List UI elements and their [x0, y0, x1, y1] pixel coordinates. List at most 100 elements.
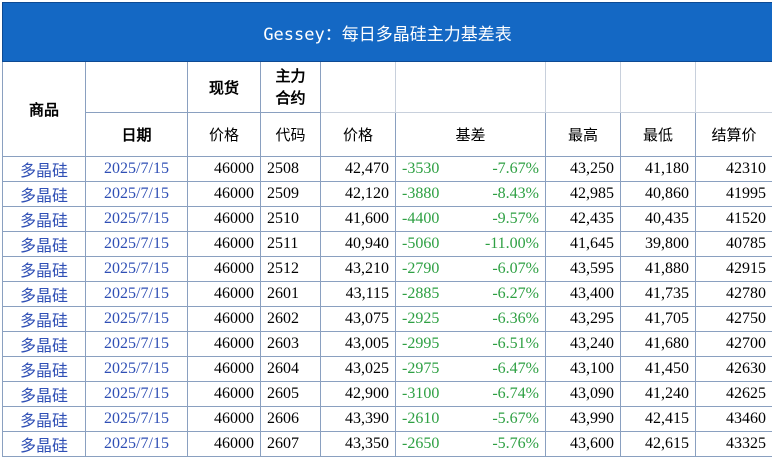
- settle-cell: 43460: [694, 406, 772, 432]
- low-cell: 41,240: [620, 381, 696, 407]
- spot-price-cell: 46000: [187, 381, 261, 407]
- high-cell: 43,250: [545, 156, 621, 182]
- low-cell: 42,415: [620, 406, 696, 432]
- date-cell: 2025/7/15: [85, 181, 188, 207]
- date-cell: 2025/7/15: [85, 331, 188, 357]
- table-row: 多晶硅 2025/7/15 46000 2605 42,900 -3100 -6.74% 43…: [2, 381, 772, 407]
- price-cell: 40,940: [320, 231, 396, 257]
- spot-price-cell: 46000: [187, 306, 261, 332]
- table-row: 多晶硅 2025/7/15 46000 2509 42,120 -3880 -8.43% 42…: [2, 181, 772, 207]
- date-cell: 2025/7/15: [85, 356, 188, 382]
- low-cell: 41,180: [620, 156, 696, 182]
- high-cell: 43,090: [545, 381, 621, 407]
- basis-pct-cell: -6.07%: [460, 256, 546, 282]
- product-cell: 多晶硅: [2, 406, 86, 432]
- settle-cell: 41995: [694, 181, 772, 207]
- price-cell: 43,115: [320, 281, 396, 307]
- settle-cell: 42700: [694, 331, 772, 357]
- header-cell: 代码: [260, 112, 321, 157]
- spot-price-cell: 46000: [187, 156, 261, 182]
- table-row: 多晶硅 2025/7/15 46000 2606 43,390 -2610 -5.67% 43…: [2, 406, 772, 432]
- product-cell: 多晶硅: [2, 381, 86, 407]
- low-cell: 41,735: [620, 281, 696, 307]
- high-cell: 43,100: [545, 356, 621, 382]
- low-cell: 40,435: [620, 206, 696, 232]
- contract-code-cell: 2603: [260, 331, 321, 357]
- price-cell: 43,025: [320, 356, 396, 382]
- price-cell: 43,075: [320, 306, 396, 332]
- basis-cell: -2790: [395, 256, 461, 282]
- contract-code-cell: 2508: [260, 156, 321, 182]
- basis-cell: -2650: [395, 431, 461, 457]
- basis-cell: -2885: [395, 281, 461, 307]
- spot-price-cell: 46000: [187, 431, 261, 457]
- price-cell: 43,350: [320, 431, 396, 457]
- date-cell: 2025/7/15: [85, 306, 188, 332]
- spot-price-cell: 46000: [187, 356, 261, 382]
- basis-pct-cell: -6.27%: [460, 281, 546, 307]
- header-cell: 基差: [395, 112, 546, 157]
- spot-price-cell: 46000: [187, 281, 261, 307]
- settle-cell: 42630: [694, 356, 772, 382]
- spot-price-cell: 46000: [187, 231, 261, 257]
- date-cell: 2025/7/15: [85, 381, 188, 407]
- header-cell: 商品: [2, 61, 86, 157]
- contract-code-cell: 2512: [260, 256, 321, 282]
- contract-code-cell: 2509: [260, 181, 321, 207]
- basis-cell: -2995: [395, 331, 461, 357]
- basis-cell: -2925: [395, 306, 461, 332]
- product-cell: 多晶硅: [2, 206, 86, 232]
- low-cell: 40,860: [620, 181, 696, 207]
- price-cell: 41,600: [320, 206, 396, 232]
- basis-cell: -3100: [395, 381, 461, 407]
- basis-pct-cell: -6.47%: [460, 356, 546, 382]
- table-row: 多晶硅 2025/7/15 46000 2604 43,025 -2975 -6.47% 43…: [2, 356, 772, 382]
- high-cell: 42,435: [545, 206, 621, 232]
- basis-pct-cell: -6.51%: [460, 331, 546, 357]
- basis-pct-cell: -7.67%: [460, 156, 546, 182]
- table-row: 多晶硅 2025/7/15 46000 2607 43,350 -2650 -5.76% 43…: [2, 431, 772, 457]
- basis-pct-cell: -5.76%: [460, 431, 546, 457]
- header-text: 主力合约: [275, 67, 306, 107]
- header-cell: 现货: [187, 61, 261, 113]
- date-cell: 2025/7/15: [85, 206, 188, 232]
- product-cell: 多晶硅: [2, 156, 86, 182]
- basis-cell: -5060: [395, 231, 461, 257]
- settle-cell: 42750: [694, 306, 772, 332]
- settle-cell: 43325: [694, 431, 772, 457]
- low-cell: 42,615: [620, 431, 696, 457]
- date-cell: 2025/7/15: [85, 231, 188, 257]
- basis-cell: -3880: [395, 181, 461, 207]
- low-cell: 41,705: [620, 306, 696, 332]
- settle-cell: 42625: [694, 381, 772, 407]
- contract-code-cell: 2601: [260, 281, 321, 307]
- header-cell: 主力合约: [260, 61, 321, 113]
- product-cell: 多晶硅: [2, 281, 86, 307]
- low-cell: 39,800: [620, 231, 696, 257]
- date-cell: 2025/7/15: [85, 156, 188, 182]
- contract-code-cell: 2510: [260, 206, 321, 232]
- high-cell: 43,595: [545, 256, 621, 282]
- spot-price-cell: 46000: [187, 206, 261, 232]
- settle-cell: 42915: [694, 256, 772, 282]
- product-cell: 多晶硅: [2, 431, 86, 457]
- header-cell: [395, 61, 546, 113]
- table-title: Gessey：每日多晶硅主力基差表: [2, 2, 772, 62]
- price-cell: 42,470: [320, 156, 396, 182]
- table-row: 多晶硅 2025/7/15 46000 2511 40,940 -5060 -11.00% 4…: [2, 231, 772, 257]
- contract-code-cell: 2604: [260, 356, 321, 382]
- price-cell: 43,210: [320, 256, 396, 282]
- date-cell: 2025/7/15: [85, 431, 188, 457]
- basis-pct-cell: -8.43%: [460, 181, 546, 207]
- low-cell: 41,680: [620, 331, 696, 357]
- high-cell: 41,645: [545, 231, 621, 257]
- basis-pct-cell: -9.57%: [460, 206, 546, 232]
- header-cell: [620, 61, 696, 113]
- contract-code-cell: 2511: [260, 231, 321, 257]
- product-cell: 多晶硅: [2, 231, 86, 257]
- spot-price-cell: 46000: [187, 406, 261, 432]
- high-cell: 43,600: [545, 431, 621, 457]
- high-cell: 43,990: [545, 406, 621, 432]
- date-cell: 2025/7/15: [85, 256, 188, 282]
